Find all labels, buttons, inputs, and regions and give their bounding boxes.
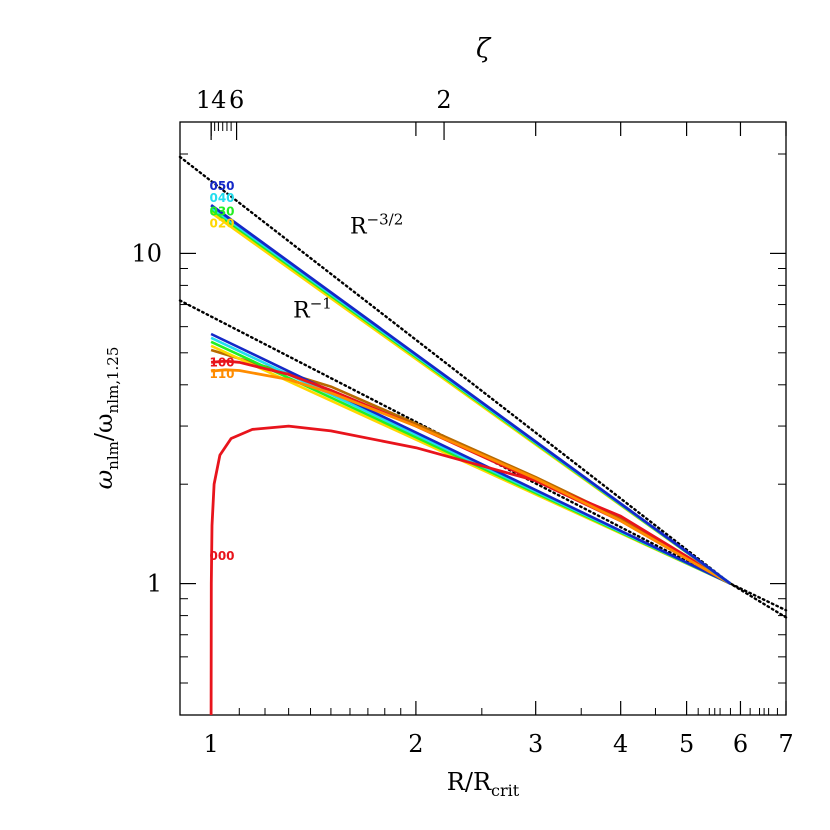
y-axis-label-sub: nlm: [104, 441, 122, 470]
x-axis-label-sub: crit: [491, 781, 520, 800]
y-tick-label: 1: [147, 570, 162, 598]
series-line: [210, 203, 732, 585]
series-label: 040: [209, 191, 234, 205]
reference-lines: [178, 155, 788, 619]
power-law-annotation-base: R: [293, 298, 311, 323]
y-axis-label-omega: ω: [90, 470, 118, 490]
y-axis-label: ωnlm/ωnlm,1.25: [90, 347, 122, 490]
series-label: 000: [209, 549, 234, 563]
series-line: [210, 368, 732, 585]
series-group: [209, 203, 732, 716]
x-tick-label: 1: [203, 730, 218, 758]
series-line: [210, 332, 731, 585]
power-law-annotation-base: R: [350, 214, 368, 239]
x-tick-label: 3: [528, 730, 543, 758]
y-axis-label-sub2: nlm,1.25: [104, 347, 122, 414]
top-tick-label: 2: [436, 86, 451, 114]
x-tick-label: 7: [778, 730, 793, 758]
reference-line: [178, 155, 788, 619]
series-label: 020: [209, 217, 234, 231]
x-tick-label: 2: [408, 730, 423, 758]
x-axis-label: R/Rcrit: [447, 768, 520, 800]
power-law-annotation-exponent: −1: [310, 294, 332, 312]
top-tick-label: 6: [229, 86, 244, 114]
series-label: 100: [209, 356, 234, 370]
top-tick-label: 14: [196, 86, 227, 114]
x-tick-label: 5: [679, 730, 694, 758]
series-label: 030: [209, 204, 234, 218]
power-law-annotation: R−3/2: [350, 210, 403, 239]
y-axis-label-group: ωnlm/ωnlm,1.25: [90, 347, 122, 490]
series-line: [209, 424, 732, 716]
power-law-annotation: R−1: [293, 294, 332, 323]
series-label: 050: [209, 179, 234, 193]
plot-frame: [179, 121, 787, 716]
top-axis-label: ζ: [476, 34, 492, 64]
x-axis-label-base: R/R: [447, 768, 492, 796]
power-law-annotation-exponent: −3/2: [367, 210, 404, 228]
y-tick-label: 10: [131, 239, 162, 267]
y-axis-label-mid: /ω: [90, 413, 118, 441]
series-label: 110: [209, 367, 234, 381]
x-tick-label: 4: [613, 730, 628, 758]
x-tick-label: 6: [733, 730, 748, 758]
